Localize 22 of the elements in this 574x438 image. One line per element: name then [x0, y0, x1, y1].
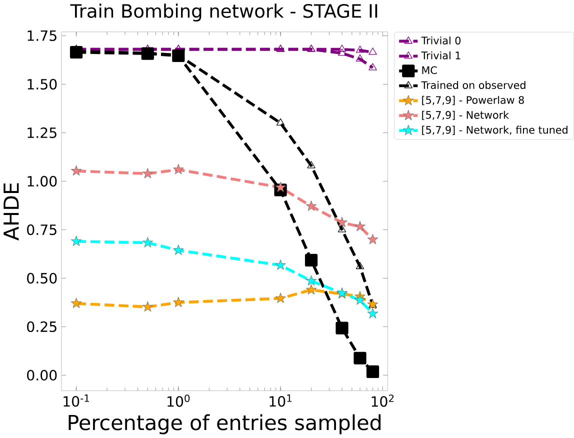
y-tick-label: 0.50	[27, 272, 57, 284]
legend-label: [5,7,9] - Network, fine tuned	[422, 126, 568, 136]
chart-title: Train Bombing network - STAGE II	[70, 4, 378, 22]
legend-label: Trivial 1	[421, 51, 460, 60]
y-tick-label: 0.75	[27, 224, 56, 236]
legend-label: MC	[422, 66, 437, 74]
x-tick-label: 10$^{2}$	[372, 394, 394, 407]
y-tick-label: 0.00	[27, 370, 57, 381]
y-tick-label: 1.00	[28, 176, 57, 187]
legend-label: [5,7,9] - Network	[422, 110, 509, 120]
x-tick-label: 10$^{-1}$	[64, 394, 90, 407]
x-tick-label: 10$^{1}$	[270, 394, 292, 407]
y-tick-label: 1.75	[28, 30, 56, 42]
y-tick-label: 0.25	[27, 321, 56, 332]
y-tick-label: 1.50	[28, 78, 57, 90]
legend-label: [5,7,9] - Powerlaw 8	[422, 96, 524, 106]
y-tick-label: 1.25	[28, 127, 56, 138]
x-axis-title: Percentage of entries sampled	[68, 414, 381, 434]
legend-label: Trained on observed	[421, 81, 526, 90]
legend-label: Trivial 0	[421, 36, 461, 44]
x-tick-label: 10$^{0}$	[168, 394, 190, 407]
y-axis-title: AHDE	[4, 183, 19, 240]
